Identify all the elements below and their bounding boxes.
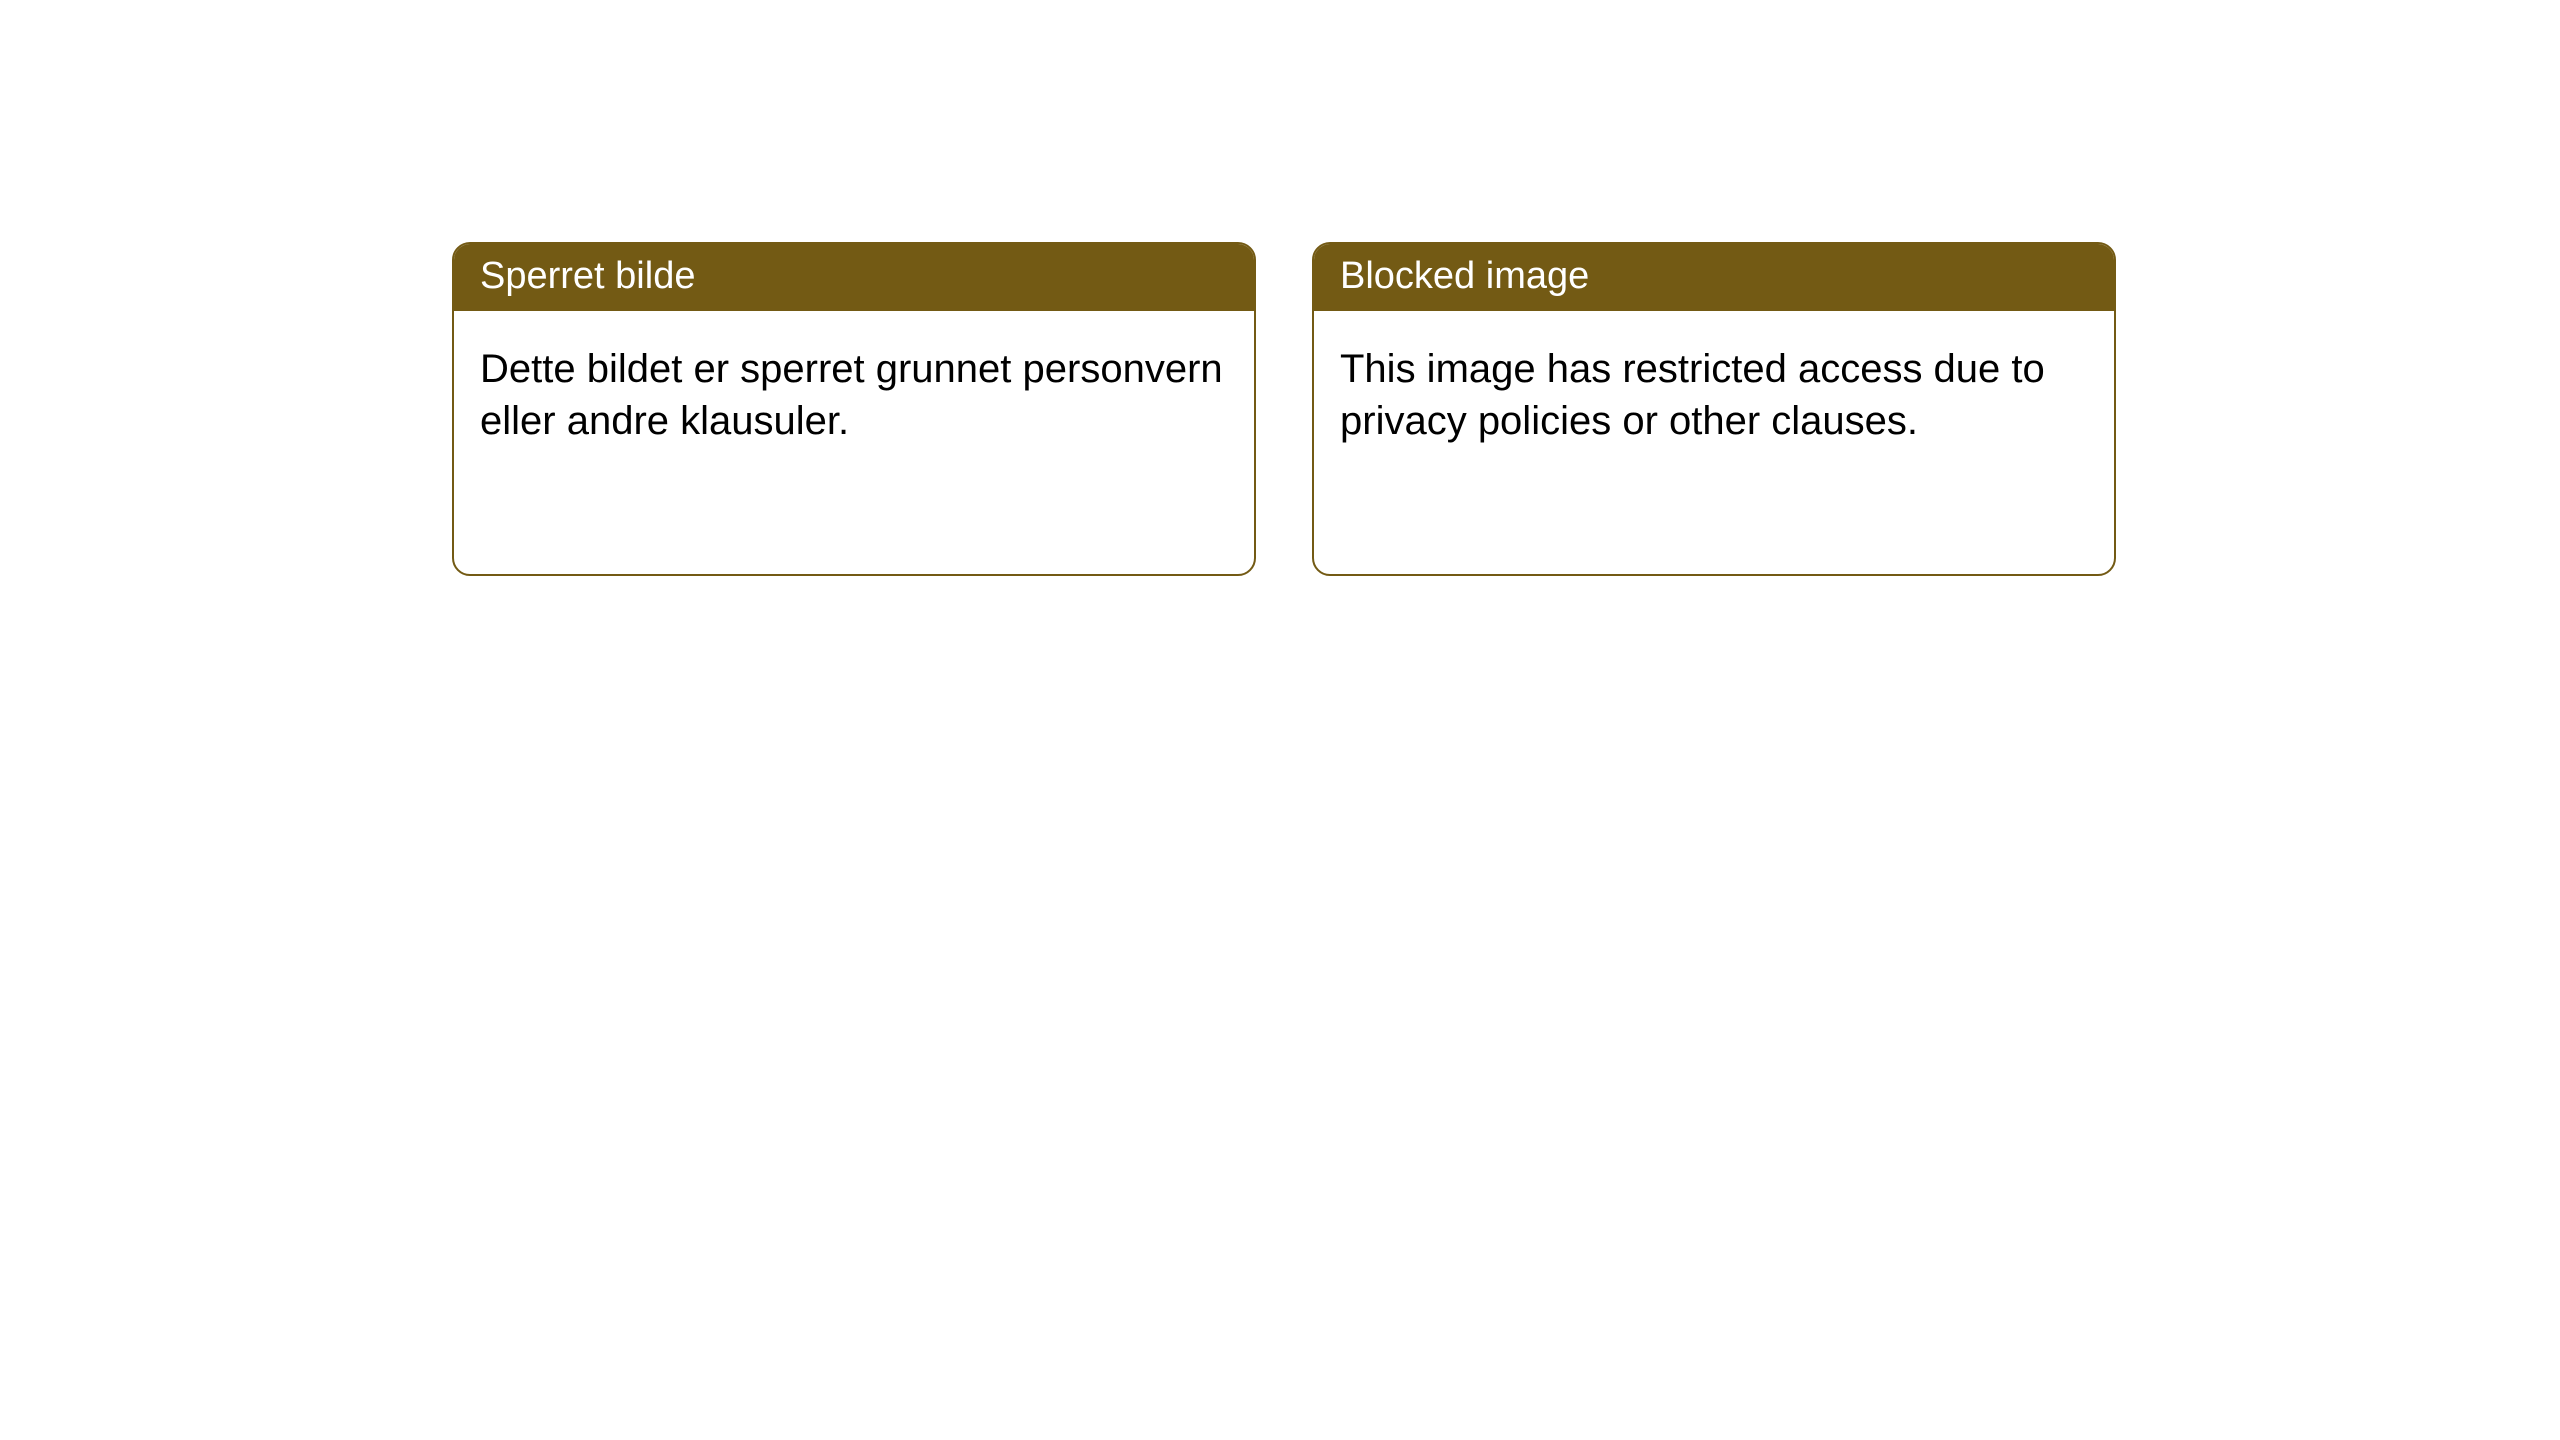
notice-container: Sperret bilde Dette bildet er sperret gr… <box>0 0 2560 576</box>
notice-card-norwegian: Sperret bilde Dette bildet er sperret gr… <box>452 242 1256 576</box>
notice-body-english: This image has restricted access due to … <box>1314 311 2114 479</box>
notice-header-english: Blocked image <box>1314 244 2114 311</box>
notice-header-norwegian: Sperret bilde <box>454 244 1254 311</box>
notice-body-norwegian: Dette bildet er sperret grunnet personve… <box>454 311 1254 479</box>
notice-card-english: Blocked image This image has restricted … <box>1312 242 2116 576</box>
